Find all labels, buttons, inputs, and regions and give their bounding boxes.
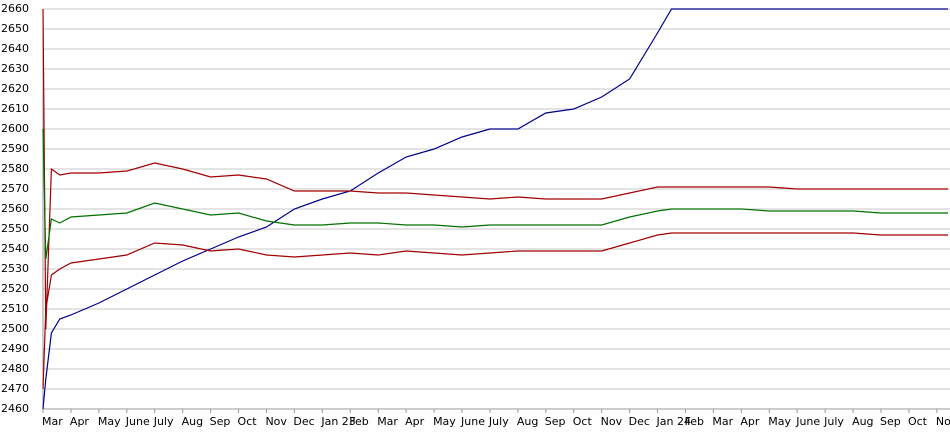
y-tick-label: 2510 [1, 302, 29, 315]
x-tick-label: Apr [740, 415, 760, 428]
y-tick-label: 2560 [1, 202, 29, 215]
y-tick-label: 2540 [1, 242, 29, 255]
x-tick-label: Apr [405, 415, 425, 428]
y-tick-label: 2490 [1, 342, 29, 355]
series-line [42, 232, 948, 390]
y-tick-label: 2520 [1, 282, 29, 295]
x-tick-label: Feb [349, 415, 368, 428]
y-tick-label: 2500 [1, 322, 29, 335]
series-line [42, 8, 948, 330]
y-tick-label: 2640 [1, 42, 29, 55]
x-tick-label: May [433, 415, 456, 428]
y-tick-label: 2480 [1, 362, 29, 375]
y-tick-label: 2600 [1, 122, 29, 135]
x-tick-label: June [125, 415, 150, 428]
x-tick-label: Mar [377, 415, 398, 428]
x-tick-label: Nov [601, 415, 623, 428]
x-tick-label: Oct [238, 415, 258, 428]
x-tick-label: June [460, 415, 485, 428]
series-line [42, 128, 948, 260]
x-tick-label: May [98, 415, 121, 428]
series-line [42, 8, 948, 410]
x-tick-label: July [488, 415, 509, 428]
x-tick-label: Nov [265, 415, 287, 428]
x-tick-label: Feb [684, 415, 703, 428]
x-tick-label: Nov [936, 415, 950, 428]
x-tick-label: Oct [573, 415, 593, 428]
y-tick-label: 2620 [1, 82, 29, 95]
x-tick-label: Sep [210, 415, 231, 428]
y-tick-label: 2470 [1, 382, 29, 395]
x-tick-label: Aug [182, 415, 203, 428]
x-tick-label: July [153, 415, 174, 428]
y-tick-label: 2530 [1, 262, 29, 275]
x-tick-label: Oct [908, 415, 928, 428]
x-tick-label: May [768, 415, 791, 428]
x-tick-label: Jan 24 [656, 415, 691, 428]
y-tick-label: 2550 [1, 222, 29, 235]
x-tick-label: Mar [712, 415, 733, 428]
y-tick-label: 2570 [1, 182, 29, 195]
x-tick-label: July [823, 415, 844, 428]
y-tick-label: 2460 [1, 402, 29, 415]
y-tick-label: 2630 [1, 62, 29, 75]
y-tick-label: 2610 [1, 102, 29, 115]
x-tick-label: June [795, 415, 820, 428]
x-tick-label: Dec [629, 415, 650, 428]
y-tick-label: 2590 [1, 142, 29, 155]
x-tick-label: Sep [545, 415, 566, 428]
x-tick-label: Aug [517, 415, 538, 428]
x-tick-label: Dec [293, 415, 314, 428]
x-tick-label: Jan 23 [320, 415, 355, 428]
y-tick-label: 2650 [1, 22, 29, 35]
x-tick-label: Mar [42, 415, 63, 428]
x-tick-label: Aug [852, 415, 873, 428]
y-tick-label: 2660 [1, 2, 29, 15]
y-tick-label: 2580 [1, 162, 29, 175]
x-tick-label: Apr [70, 415, 90, 428]
x-tick-label: Sep [880, 415, 901, 428]
